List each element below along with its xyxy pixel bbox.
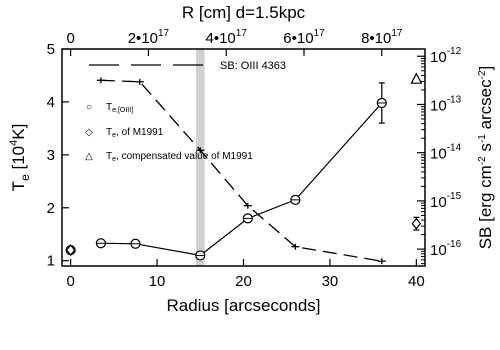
top-tick-label: 2•1017 — [128, 28, 170, 47]
series-0 — [65, 82, 387, 261]
x-tick-label: 20 — [235, 273, 252, 290]
x-tick-label: 30 — [322, 273, 339, 290]
right-tick-label: 10-14 — [430, 143, 462, 163]
shaded-band-layer — [195, 49, 205, 266]
y-tick-label: 4 — [47, 94, 55, 111]
legend-label-sb: SB: OIII 4363 — [220, 60, 286, 72]
diamond-marker — [65, 244, 76, 257]
right-axis-label: SB [erg cm-2 s-1 arcsec-2] — [476, 66, 495, 250]
top-axis-label: R [cm] d=1.5kpc — [182, 3, 306, 22]
legend-label: Te,[OIII] — [106, 102, 133, 114]
x-tick-label: 10 — [149, 273, 166, 290]
legend-marker: ◇ — [85, 127, 93, 138]
triangle-marker — [410, 72, 423, 84]
series-layer — [65, 72, 423, 265]
top-tick-label: 8•1017 — [361, 28, 403, 47]
legend: ○ Te,[OIII] ◇ Te, of M1991 △ Te, compensated … — [85, 60, 286, 163]
y-tick-label: 5 — [47, 41, 55, 58]
series-2 — [410, 72, 423, 84]
series-1 — [65, 216, 422, 257]
y-axis-label: Te [104K] — [8, 124, 32, 192]
x-tick-label: 0 — [66, 273, 74, 290]
series-line — [100, 102, 383, 257]
sb-line — [100, 79, 382, 262]
top-tick-label: 6•1017 — [283, 28, 325, 47]
top-tick-label: 0 — [66, 30, 74, 47]
y-tick-label: 3 — [47, 147, 55, 164]
right-tick-label: 10-12 — [430, 46, 462, 66]
x-axis-label: Radius [arcseconds] — [166, 296, 320, 315]
y-tick-label: 1 — [47, 253, 55, 270]
legend-marker: △ — [85, 151, 93, 162]
shaded-band — [195, 49, 205, 266]
axis-labels: Radius [arcseconds] R [cm] d=1.5kpc Te [10… — [8, 3, 495, 315]
top-tick-label: 4•1017 — [206, 28, 248, 47]
series-3 — [96, 77, 386, 265]
x-tick-label: 40 — [408, 273, 425, 290]
legend-label: Te, of M1991 — [106, 127, 164, 139]
legend-label: Te, compensated value of M1991 — [106, 151, 253, 163]
right-tick-label: 10-15 — [430, 191, 462, 211]
diamond-marker — [411, 217, 422, 230]
y-tick-label: 2 — [47, 200, 55, 217]
right-tick-label: 10-16 — [430, 239, 462, 259]
legend-marker: ○ — [86, 102, 92, 113]
right-tick-label: 10-13 — [430, 94, 462, 114]
